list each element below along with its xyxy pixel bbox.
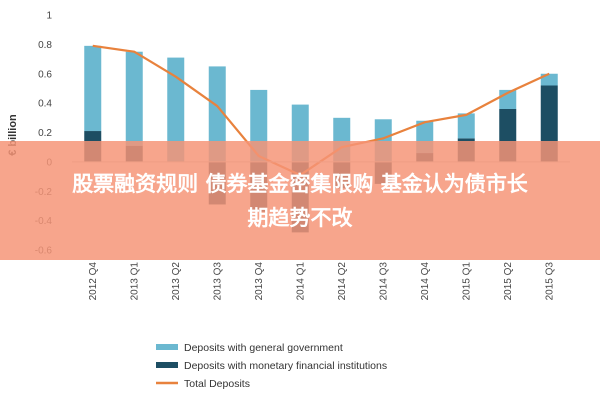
x-axis: 2012 Q4 2013 Q1 2013 Q2 2013 Q3 2013 Q4 2014 … <box>88 262 556 301</box>
legend-swatch-monetary-financial <box>156 362 178 368</box>
y-tick-label: 1 <box>46 11 52 22</box>
y-tick-label: 0.6 <box>38 69 52 80</box>
x-tick-label: 2013 Q4 <box>254 262 265 301</box>
y-tick-label: 0.4 <box>38 99 52 110</box>
x-tick-label: 2015 Q1 <box>461 262 472 301</box>
x-tick-label: 2014 Q3 <box>378 262 389 301</box>
legend-label-total-deposits: Total Deposits <box>184 378 250 390</box>
x-tick-label: 2013 Q3 <box>212 262 223 301</box>
legend-swatch-general-government <box>156 344 178 350</box>
bar-general-government <box>208 66 226 162</box>
legend-label-general-government: Deposits with general government <box>184 342 343 354</box>
x-tick-label: 2015 Q3 <box>544 262 555 301</box>
x-tick-label: 2013 Q2 <box>171 262 182 301</box>
x-tick-label: 2012 Q4 <box>88 262 99 301</box>
x-tick-label: 2014 Q2 <box>337 262 348 301</box>
bar-general-government <box>167 57 185 162</box>
y-tick-label: 0.8 <box>38 40 52 51</box>
bar-general-government <box>125 51 143 146</box>
x-tick-label: 2014 Q4 <box>420 262 431 301</box>
bar-general-government <box>457 113 475 139</box>
headline-line-1: 股票融资规则 债券基金密集限购 基金认为债市长 <box>72 171 528 196</box>
bar-general-government <box>84 45 102 132</box>
legend-label-monetary-financial: Deposits with monetary financial institu… <box>184 360 387 372</box>
legend: Deposits with general government Deposit… <box>156 342 387 390</box>
x-tick-label: 2013 Q1 <box>129 262 140 301</box>
bar-general-government <box>540 73 558 86</box>
x-tick-label: 2015 Q2 <box>503 262 514 301</box>
y-tick-label: 0.2 <box>38 128 52 139</box>
headline-banner[interactable]: 股票融资规则 债券基金密集限购 基金认为债市长 期趋势不改 <box>0 141 600 260</box>
headline-line-2: 期趋势不改 <box>247 205 353 230</box>
x-tick-label: 2014 Q1 <box>295 262 306 301</box>
